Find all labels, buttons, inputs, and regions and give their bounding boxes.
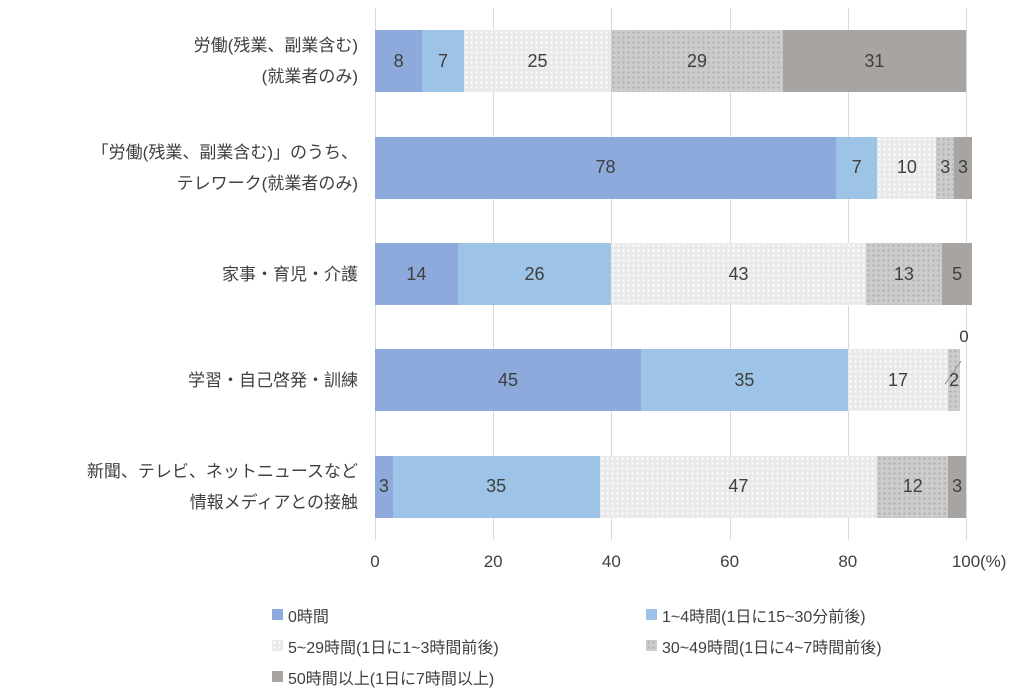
bar-segment: 47 — [599, 455, 878, 518]
bar-segment-value: 43 — [728, 263, 749, 284]
bar-segment: 3 — [936, 136, 955, 199]
bar-segment-value: 2 — [949, 369, 960, 390]
bar-segment-value: 10 — [896, 157, 917, 178]
bar-segment: 29 — [611, 30, 783, 93]
bar-segment: 3 — [948, 455, 966, 518]
bar-segment: 3 — [375, 455, 393, 518]
bar-row: 78 7 10 3 3 — [375, 136, 972, 199]
bar-segment-value: 7 — [437, 50, 448, 71]
bar-row: 45 35 17 2 — [375, 349, 961, 412]
bar-segment-value: 35 — [486, 476, 507, 497]
category-label-line: テレワーク(就業者のみ) — [176, 173, 358, 193]
bar-segment-value: 13 — [893, 263, 914, 284]
category-label-line: 新聞、テレビ、ネットニュースなど — [86, 461, 358, 481]
bar-segment-value: 12 — [902, 476, 923, 497]
category-label: 労働(残業、副業含む) (就業者のみ) — [0, 24, 358, 98]
bar-segment: 35 — [640, 349, 848, 412]
bar-segment-value: 31 — [864, 50, 885, 71]
category-label-line: (就業者のみ) — [261, 67, 358, 87]
x-tick-label: 0 — [370, 552, 380, 571]
legend-item: 50時間以上(1日に7時間以上) — [272, 661, 646, 692]
bar-segment: 14 — [375, 243, 458, 305]
x-tick-label: 100 — [951, 552, 981, 571]
bar-segment-value: 3 — [940, 157, 951, 178]
legend-label: 1~4時間(1日に15~30分前後) — [662, 608, 866, 626]
bar-segment: 7 — [835, 136, 878, 199]
bar-segment: 5 — [942, 243, 972, 305]
bar-segment-value: 3 — [952, 476, 963, 497]
legend-item: 1~4時間(1日に15~30分前後) — [646, 599, 882, 630]
bar-segment-value: 78 — [595, 157, 616, 178]
zero-value-callout-label: 0 — [959, 327, 969, 346]
x-axis-unit-label: (%) — [980, 552, 1007, 571]
bar-segment-value: 29 — [687, 50, 708, 71]
category-label-line: 「労働(残業、副業含む)」のうち、 — [91, 142, 358, 162]
bar-segment: 26 — [457, 243, 612, 305]
bar-segment: 2 — [948, 349, 961, 412]
bar-segment: 3 — [954, 136, 972, 199]
legend-label: 30~49時間(1日に4~7時間前後) — [662, 639, 882, 657]
category-label: 新聞、テレビ、ネットニュースなど情報メディアとの接触 — [0, 450, 358, 524]
legend-item: 0時間 — [272, 599, 646, 630]
bar-segment: 17 — [847, 349, 949, 412]
x-tick-label: 60 — [720, 552, 740, 571]
bar-segment-value: 26 — [524, 263, 545, 284]
bar-segment: 8 — [375, 30, 423, 93]
bar-segment: 43 — [611, 243, 866, 305]
category-label-line: 家事・育児・介護 — [222, 264, 358, 284]
bar-segment: 35 — [392, 455, 600, 518]
bar-segment: 13 — [865, 243, 943, 305]
category-label: 学習・自己啓発・訓練 — [0, 343, 358, 417]
category-label: 「労働(残業、副業含む)」のうち、テレワーク(就業者のみ) — [0, 131, 358, 205]
bar-segment-value: 45 — [497, 369, 518, 390]
bar-segment: 31 — [782, 30, 966, 93]
x-tick-label: 80 — [838, 552, 858, 571]
callout-leader-line — [944, 360, 962, 385]
bar-segment-value: 3 — [378, 476, 389, 497]
legend-swatch — [272, 609, 283, 620]
bar-segment: 25 — [463, 30, 612, 93]
bar-segment: 45 — [375, 349, 641, 412]
bar-segment: 10 — [877, 136, 937, 199]
bar-segment-value: 17 — [888, 369, 909, 390]
legend-label: 5~29時間(1日に1~3時間前後) — [288, 639, 499, 657]
bar-segment: 78 — [375, 136, 836, 199]
bar-segment-value: 7 — [851, 157, 862, 178]
x-tick-label: 40 — [601, 552, 621, 571]
bar-row: 3 35 47 12 3 — [375, 455, 966, 518]
bar-segment-value: 8 — [393, 50, 404, 71]
bar-segment-value: 25 — [527, 50, 548, 71]
x-tick-label: 20 — [483, 552, 503, 571]
category-label-line: 学習・自己啓発・訓練 — [188, 370, 358, 390]
bar-row: 8 7 25 29 31 — [375, 30, 966, 93]
bar-segment-value: 47 — [728, 476, 749, 497]
bar-segment: 12 — [877, 455, 949, 518]
bar-row: 14 26 43 13 5 — [375, 243, 972, 305]
bar-segment-value: 35 — [734, 369, 755, 390]
legend-swatch — [272, 640, 283, 651]
bar-segment: 7 — [422, 30, 464, 93]
legend-swatch — [646, 640, 657, 651]
legend-label: 0時間 — [288, 608, 329, 626]
bar-segment-value: 3 — [957, 157, 968, 178]
legend-swatch — [646, 609, 657, 620]
category-label-line: 労働(残業、副業含む) — [193, 36, 358, 56]
legend-item: 5~29時間(1日に1~3時間前後) — [272, 630, 646, 661]
legend-label: 50時間以上(1日に7時間以上) — [288, 670, 495, 688]
legend: 0時間 1~4時間(1日に15~30分前後) 5~29時間(1日に1~3時間前後) 3… — [272, 599, 882, 692]
bar-segment-value: 14 — [406, 263, 427, 284]
legend-swatch — [272, 671, 283, 682]
category-label-line: 情報メディアとの接触 — [189, 492, 358, 512]
category-label: 家事・育児・介護 — [0, 237, 358, 311]
legend-item: 30~49時間(1日に4~7時間前後) — [646, 630, 882, 661]
bar-segment-value: 5 — [952, 263, 963, 284]
